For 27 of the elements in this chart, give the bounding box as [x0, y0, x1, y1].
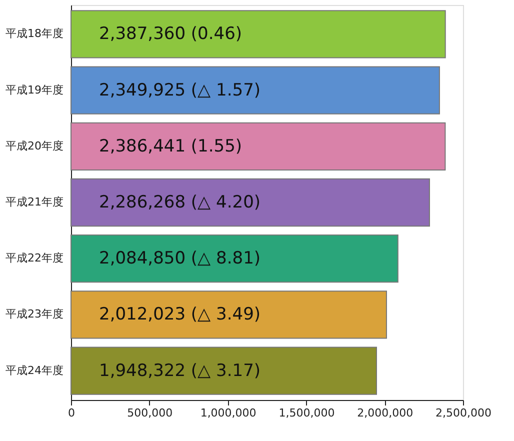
bar	[70, 10, 446, 58]
x-tick-label: 1,000,000	[200, 406, 256, 420]
y-tick-label: 平成22年度	[6, 252, 64, 265]
data-label: 1,948,322 (△ 3.17)	[99, 360, 261, 381]
data-label: 2,012,023 (△ 3.49)	[99, 304, 261, 325]
data-label: 2,387,360 (0.46)	[99, 24, 242, 44]
data-label: 2,349,925 (△ 1.57)	[99, 80, 261, 100]
y-tick-label: 平成21年度	[6, 196, 64, 208]
bar	[70, 66, 440, 114]
data-label: 2,286,268 (△ 4.20)	[99, 192, 261, 212]
data-label: 2,084,850 (△ 8.81)	[99, 248, 261, 269]
x-tick-label: 1,500,000	[278, 406, 335, 420]
bar	[70, 234, 398, 283]
y-tick-label: 平成24年度	[6, 364, 64, 377]
x-tick-label: 500,000	[127, 406, 173, 420]
bar	[70, 290, 387, 339]
x-tick-label: 2,500,000	[436, 406, 492, 420]
y-tick-label: 平成19年度	[6, 83, 64, 96]
bar	[70, 178, 430, 227]
x-tick-label: 0	[68, 406, 75, 420]
x-tick-label: 2,000,000	[357, 406, 414, 420]
bar	[70, 346, 377, 395]
y-tick-label: 平成23年度	[6, 308, 64, 321]
y-tick-label: 平成20年度	[6, 139, 64, 152]
data-label: 2,386,441 (1.55)	[99, 136, 242, 156]
y-tick-label: 平成18年度	[6, 27, 64, 40]
bar	[70, 122, 446, 170]
